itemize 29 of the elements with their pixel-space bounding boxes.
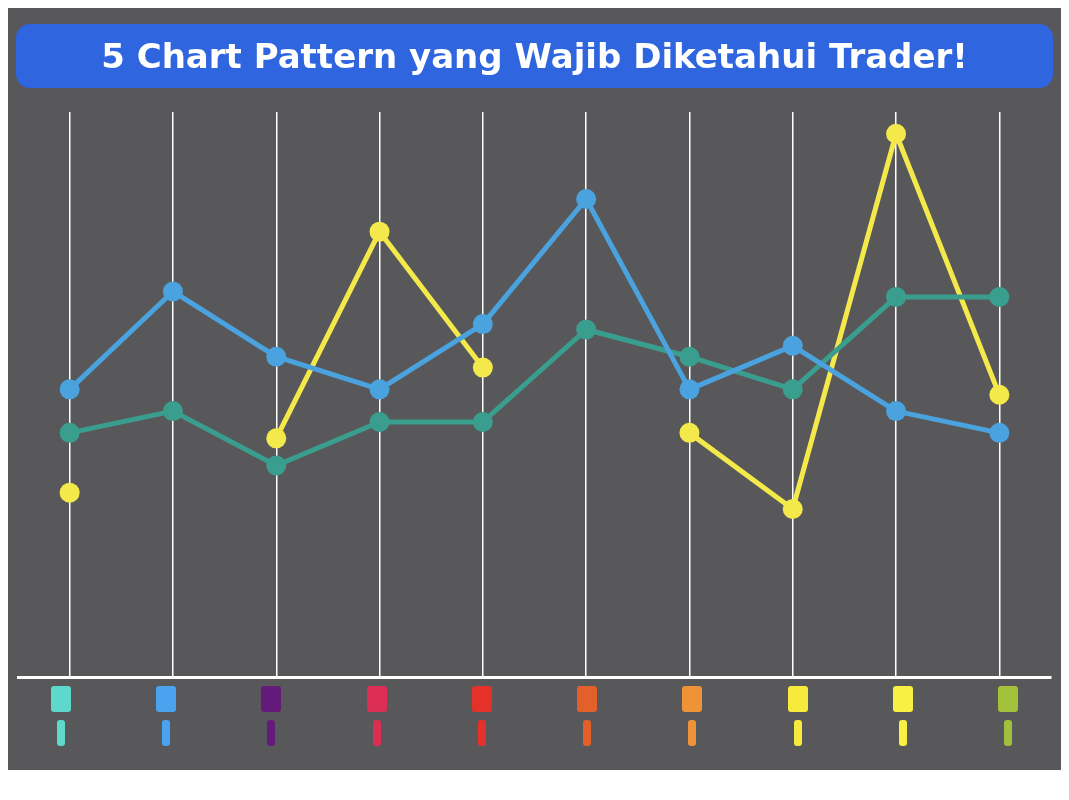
point bbox=[369, 221, 390, 242]
point bbox=[59, 482, 80, 503]
point bbox=[162, 401, 183, 422]
point bbox=[679, 422, 700, 443]
point bbox=[266, 455, 287, 476]
chart-title: 5 Chart Pattern yang Wajib Diketahui Trader! bbox=[16, 24, 1053, 88]
point bbox=[782, 379, 803, 400]
point bbox=[59, 422, 80, 443]
point bbox=[886, 123, 907, 144]
point bbox=[472, 411, 493, 432]
point bbox=[886, 286, 907, 307]
point bbox=[576, 319, 597, 340]
point bbox=[782, 335, 803, 356]
point bbox=[782, 499, 803, 520]
point bbox=[679, 379, 700, 400]
point bbox=[266, 428, 287, 449]
point bbox=[989, 422, 1010, 443]
point bbox=[472, 314, 493, 335]
point bbox=[989, 286, 1010, 307]
point bbox=[266, 346, 287, 367]
point bbox=[679, 346, 700, 367]
point bbox=[886, 401, 907, 422]
point bbox=[59, 379, 80, 400]
point bbox=[369, 379, 390, 400]
point bbox=[162, 281, 183, 302]
point bbox=[576, 189, 597, 210]
point bbox=[472, 357, 493, 378]
point bbox=[989, 384, 1010, 405]
point bbox=[369, 411, 390, 432]
